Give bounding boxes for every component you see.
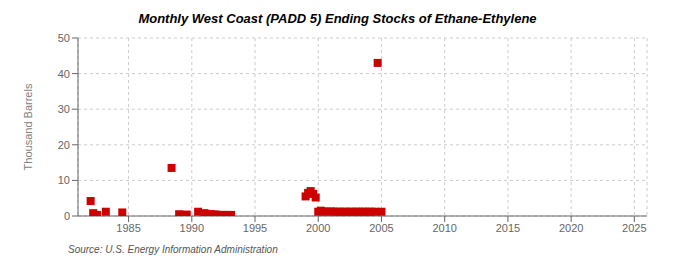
svg-text:30: 30 [58, 103, 70, 115]
svg-text:1990: 1990 [180, 222, 204, 234]
html-text:Monthly West Coast (PADD 5) En: Monthly West Coast (PADD 5) Ending Stock… [138, 11, 537, 26]
svg-text:2025: 2025 [622, 222, 646, 234]
svg-text:2010: 2010 [432, 222, 456, 234]
svg-text:2005: 2005 [369, 222, 393, 234]
svg-text:10: 10 [58, 174, 70, 186]
svg-text:40: 40 [58, 68, 70, 80]
svg-text:0: 0 [64, 210, 70, 222]
svg-text:2000: 2000 [306, 222, 330, 234]
svg-text:20: 20 [58, 139, 70, 151]
svg-text:Thousand Barrels: Thousand Barrels [22, 83, 34, 170]
svg-text:1985: 1985 [116, 222, 140, 234]
svg-text:2015: 2015 [496, 222, 520, 234]
svg-text:2020: 2020 [559, 222, 583, 234]
svg-text:1995: 1995 [243, 222, 267, 234]
svg-text:50: 50 [58, 32, 70, 44]
html-text:Source: U.S. Energy Informatio: Source: U.S. Energy Information Administ… [68, 244, 278, 255]
